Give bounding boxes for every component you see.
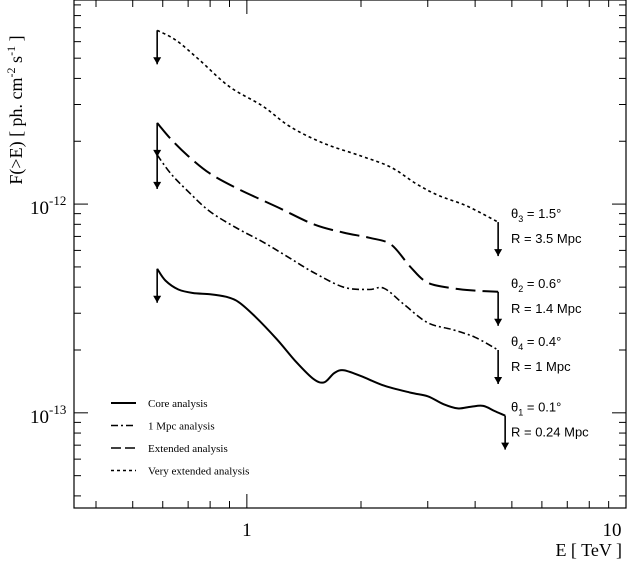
plot-frame <box>73 0 627 509</box>
annotation-theta: θ4 = 0.4° <box>511 334 561 352</box>
annotation-theta: θ1 = 0.1° <box>511 400 561 418</box>
series-line-3 <box>156 122 499 293</box>
legend-label-2: 1 Mpc analysis <box>148 421 215 433</box>
series-line-2 <box>156 154 499 351</box>
upper-limit-arrow-end <box>494 222 503 257</box>
upper-limit-arrow-start <box>153 30 162 65</box>
annotation-theta: θ2 = 0.6° <box>511 276 561 294</box>
y-axis-label: F(>E) [ ph. cm-2 s-1 ] <box>4 35 27 184</box>
tick-labels: 1 10 10-12 10-13 <box>30 193 622 541</box>
y-tick-label-1e-12: 10-12 <box>30 193 66 219</box>
x-tick-label-1: 1 <box>242 520 252 541</box>
series-line-1 <box>156 268 506 417</box>
x-axis-label: E [ TeV ] <box>555 540 622 560</box>
upper-limit-arrow-start <box>153 154 162 189</box>
y-tick-label-1e-13: 10-13 <box>30 402 66 428</box>
legend-label-1: Core analysis <box>148 398 208 410</box>
upper-limit-arrow-start <box>153 268 162 303</box>
upper-limit-arrow-start <box>153 122 162 157</box>
annotation-theta: θ3 = 1.5° <box>511 206 561 224</box>
upper-limit-arrow-end <box>494 349 503 384</box>
legend-label-4: Very extended analysis <box>148 466 249 478</box>
annotation-radius: R = 1 Mpc <box>511 359 571 374</box>
series-line-4 <box>156 29 499 223</box>
axis-ticks <box>74 0 627 508</box>
series-layer <box>156 29 506 417</box>
upper-limit-arrow-end <box>494 291 503 326</box>
x-tick-label-10: 10 <box>603 520 622 541</box>
annotation-radius: R = 3.5 Mpc <box>511 231 582 246</box>
annotation-radius: R = 0.24 Mpc <box>511 425 589 440</box>
upper-limit-arrow-end <box>501 415 510 450</box>
legend: Core analysis 1 Mpc analysis Extended anal… <box>111 398 249 478</box>
upper-limit-arrows <box>153 30 510 450</box>
legend-label-3: Extended analysis <box>148 443 228 455</box>
curve-annotations: θ1 = 0.1° R = 0.24 Mpc θ4 = 0.4° R = 1 Mpc θ… <box>511 206 589 440</box>
annotation-radius: R = 1.4 Mpc <box>511 301 582 316</box>
